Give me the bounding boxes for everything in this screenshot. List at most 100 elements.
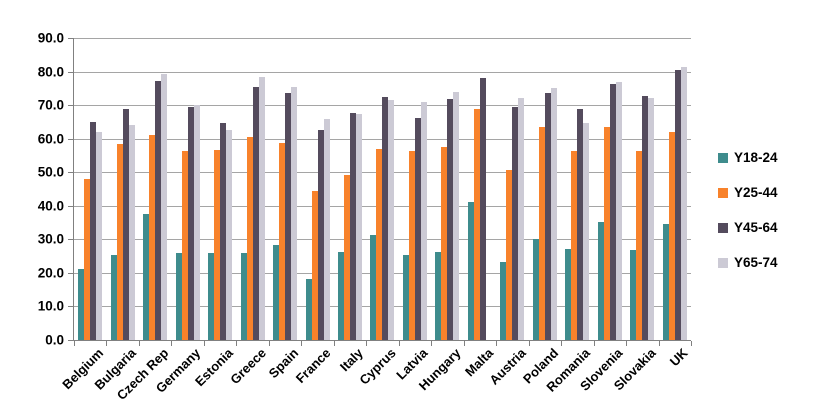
y-axis-tick-label: 10.0 [37,298,64,314]
x-axis-tick [203,341,205,346]
bar-group [431,38,463,340]
bar-group [594,38,626,340]
bar-y65-74 [550,88,557,340]
x-axis-category-label: Italy [336,345,366,375]
bar-y65-74 [226,130,233,340]
plot-area: 90.0 80.0 70.0 60.0 50.0 40.0 30.0 20.0 10.0 0.0 B… [38,31,692,403]
chart-legend: Y18-24 Y25-44 Y45-64 Y65-74 [718,151,778,292]
bar-y45-64 [187,106,194,340]
bar-y25-44 [538,126,545,340]
bar-y25-44 [214,150,221,340]
x-axis-tick [171,341,173,346]
bar-groups [74,38,691,340]
bar-group [106,38,138,340]
bar-y45-64 [479,77,486,340]
bar-y45-64 [414,117,421,340]
bar-y18-24 [500,262,507,340]
x-axis-category-label: UK [666,345,691,370]
bar-y25-44 [181,150,188,340]
legend-label: Y65-74 [734,255,778,271]
bar-y65-74 [518,97,525,340]
bar-group [399,38,431,340]
bar-y25-44 [311,191,318,340]
legend-label: Y25-44 [734,185,778,201]
x-axis-tick [691,341,692,346]
y-axis-tick [68,306,74,308]
bar-y18-24 [532,238,539,340]
bar-y18-24 [175,253,182,340]
legend-item: Y25-44 [718,185,778,201]
bar-y45-64 [317,130,324,340]
bar-y18-24 [337,252,344,340]
y-axis-tick-label: 30.0 [37,231,64,247]
x-axis-category-label: Greece [226,345,269,388]
bar-y45-64 [382,97,389,340]
gridline [74,71,691,73]
bar-y65-74 [388,100,395,340]
bar-group [334,38,366,340]
bar-y25-44 [343,174,350,340]
bar-group [626,38,658,340]
bar-y18-24 [630,250,637,340]
bar-y18-24 [273,245,280,340]
x-axis-tick [463,341,465,346]
x-axis-tick [74,341,75,346]
y-axis-tick-label: 0.0 [45,332,64,348]
bar-group [236,38,268,340]
y-axis-tick [68,105,74,107]
bar-y65-74 [258,76,265,340]
x-axis-tick [496,341,498,346]
bar-y65-74 [161,73,168,340]
legend-item: Y18-24 [718,151,778,164]
y-axis-tick-label: 50.0 [37,164,64,180]
bar-y18-24 [208,253,215,340]
bar-y45-64 [642,95,649,340]
bar-y65-74 [291,86,298,340]
y-axis-tick [68,172,74,174]
bar-y65-74 [583,122,590,340]
y-axis-tick-label: 20.0 [37,265,64,281]
y-axis-tick [68,239,74,241]
bar-y25-44 [408,151,415,340]
bar-y18-24 [110,255,117,340]
bar-y25-44 [84,178,91,340]
x-axis-category-label: France [292,345,334,387]
bar-y18-24 [370,235,377,340]
bar-y45-64 [512,106,519,340]
x-axis-tick [528,341,530,346]
x-axis-tick [106,341,108,346]
bar-group [529,38,561,340]
bar-y65-74 [615,81,622,340]
x-axis-tick [268,341,270,346]
bar-y45-64 [349,112,356,340]
y-axis-tick [68,138,74,140]
bar-y18-24 [305,278,312,340]
bar-y18-24 [565,248,572,340]
bar-y45-64 [122,108,129,340]
x-axis-tick [236,341,238,346]
y-axis-tick [68,340,74,341]
bar-y25-44 [506,170,513,340]
legend-item: Y65-74 [718,255,778,271]
bar-group [74,38,106,340]
gridline [74,38,691,39]
bar-y45-64 [285,93,292,340]
bar-y65-74 [96,131,103,340]
bar-group [464,38,496,340]
bar-y65-74 [193,105,200,340]
x-axis-tick [658,341,660,346]
bar-group [171,38,203,340]
y-axis-tick [68,205,74,207]
bar-y45-64 [252,86,259,340]
bar-y45-64 [220,122,227,340]
y-axis-tick-label: 60.0 [37,130,64,146]
bar-y25-44 [116,143,123,340]
bar-y18-24 [662,224,669,340]
bar-y25-44 [603,126,610,340]
legend-item: Y45-64 [718,221,778,234]
bar-y65-74 [680,66,687,340]
bar-y65-74 [323,118,330,340]
bar-y25-44 [376,148,383,340]
legend-swatch-y45-64 [718,223,728,233]
